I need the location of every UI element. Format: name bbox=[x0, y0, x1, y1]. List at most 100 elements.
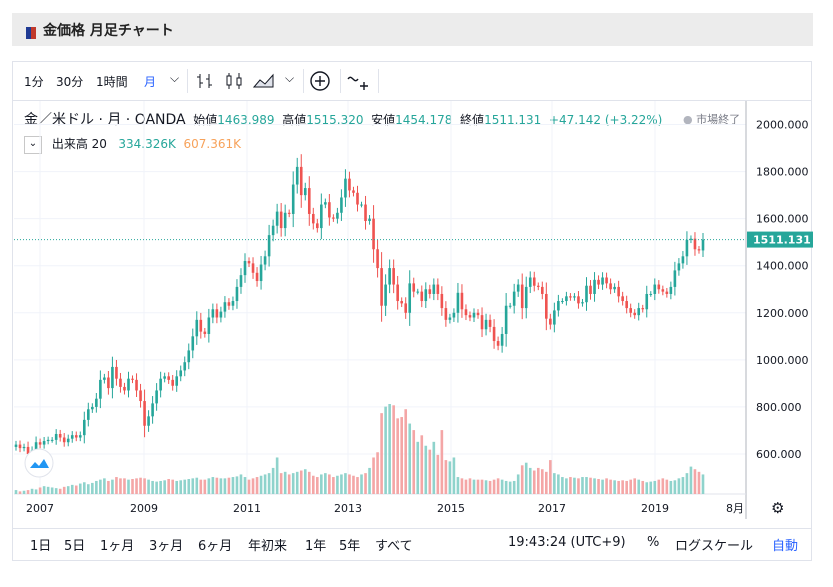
range-5y[interactable]: 5年 bbox=[339, 539, 361, 554]
volume-bar bbox=[50, 487, 54, 494]
market-status: ● 市場終了 bbox=[683, 113, 741, 126]
volume-ma-value: 607.361K bbox=[183, 137, 242, 151]
candle-body bbox=[356, 192, 359, 205]
range-1d[interactable]: 1日 bbox=[30, 539, 52, 554]
volume-bar bbox=[287, 474, 291, 494]
range-1m[interactable]: 1ヶ月 bbox=[100, 539, 135, 554]
range-6m[interactable]: 6ヶ月 bbox=[198, 539, 233, 554]
style-dropdown-icon[interactable]: ⌵ bbox=[285, 71, 295, 85]
volume-value: 334.326K bbox=[118, 137, 176, 151]
volume-bar bbox=[557, 474, 560, 494]
volume-bar bbox=[653, 480, 657, 494]
candle-body bbox=[95, 398, 98, 407]
volume-bar bbox=[540, 469, 544, 494]
candle-body bbox=[34, 442, 38, 451]
interval-dropdown-icon[interactable]: ⌵ bbox=[170, 71, 180, 85]
candle-style-icon[interactable] bbox=[224, 71, 244, 91]
candle-body bbox=[444, 308, 448, 320]
candle-body bbox=[400, 301, 403, 304]
range-ytd[interactable]: 年初来 bbox=[248, 539, 288, 554]
volume-bar bbox=[295, 471, 299, 494]
settings-gear-icon[interactable]: ⚙ bbox=[771, 499, 784, 517]
candle-body bbox=[649, 293, 653, 295]
candle-body bbox=[307, 188, 311, 214]
interval-30min[interactable]: 30分 bbox=[56, 75, 84, 89]
candle-body bbox=[528, 277, 532, 287]
volume-bar bbox=[271, 467, 275, 494]
percent-toggle[interactable]: % bbox=[647, 535, 660, 550]
volume-bar bbox=[372, 457, 375, 494]
chart-frame bbox=[12, 61, 812, 561]
volume-bar bbox=[34, 489, 38, 494]
candle-body bbox=[412, 283, 416, 292]
range-all[interactable]: すべて bbox=[375, 539, 413, 554]
volume-bar bbox=[316, 477, 319, 494]
close-label: 終値 bbox=[460, 113, 485, 127]
volume-bar bbox=[356, 477, 359, 494]
interval-1hour[interactable]: 1時間 bbox=[96, 75, 128, 89]
volume-bar bbox=[565, 478, 568, 494]
range-bar: 1日 5日 1ヶ月 3ヶ月 6ヶ月 年初来 1年 5年 すべて 19:43:24… bbox=[13, 528, 811, 561]
volume-bar bbox=[681, 477, 685, 494]
candle-body bbox=[641, 308, 645, 310]
y-tick-label: 800.000 bbox=[756, 401, 802, 414]
range-3m[interactable]: 3ヶ月 bbox=[149, 539, 184, 554]
candle-body bbox=[689, 238, 693, 240]
candle-body bbox=[119, 378, 122, 387]
volume-bar bbox=[561, 477, 564, 494]
volume-bar bbox=[211, 477, 215, 494]
volume-bar bbox=[336, 475, 339, 494]
candle-body bbox=[532, 277, 536, 286]
volume-bar bbox=[151, 480, 154, 494]
candle-body bbox=[211, 309, 215, 318]
candle-body bbox=[283, 212, 287, 229]
auto-scale-toggle[interactable]: 自動 bbox=[772, 539, 799, 554]
volume-bar bbox=[263, 474, 267, 494]
candle-body bbox=[661, 289, 665, 292]
candle-body bbox=[179, 370, 183, 377]
area-style-icon[interactable] bbox=[253, 71, 275, 91]
candle-body bbox=[685, 239, 689, 257]
candle-body bbox=[581, 302, 584, 304]
bar-style-icon[interactable] bbox=[196, 71, 216, 91]
interval-1min[interactable]: 1分 bbox=[24, 75, 44, 89]
volume-bar bbox=[641, 480, 645, 494]
candle-body bbox=[235, 286, 239, 302]
tradingview-logo-icon[interactable] bbox=[24, 448, 54, 478]
candle-body bbox=[26, 446, 30, 454]
volume-bar bbox=[376, 452, 379, 494]
volume-bar bbox=[589, 477, 592, 494]
toolbar-divider bbox=[303, 69, 304, 93]
candle-body bbox=[613, 286, 616, 290]
chart-toolbar: 1分 30分 1時間 月 ⌵ ⌵ bbox=[13, 62, 811, 101]
candle-body bbox=[625, 301, 628, 309]
candle-body bbox=[199, 319, 203, 332]
volume-bar bbox=[697, 471, 701, 494]
indicators-icon[interactable] bbox=[346, 70, 372, 92]
candle-body bbox=[271, 225, 275, 236]
interval-month[interactable]: 月 bbox=[144, 75, 157, 89]
volume-bar bbox=[127, 479, 130, 494]
volume-bar bbox=[191, 478, 195, 494]
compare-plus-icon[interactable] bbox=[309, 70, 331, 92]
range-5d[interactable]: 5日 bbox=[64, 539, 86, 554]
candle-body bbox=[516, 284, 520, 292]
candle-body bbox=[231, 301, 235, 306]
candle-body bbox=[536, 285, 540, 287]
candle-body bbox=[58, 433, 62, 438]
log-scale-toggle[interactable]: ログスケール bbox=[675, 539, 754, 554]
volume-bar bbox=[340, 474, 343, 494]
candle-body bbox=[107, 377, 110, 389]
candle-body bbox=[82, 419, 86, 436]
volume-bar bbox=[420, 435, 424, 494]
range-1y[interactable]: 1年 bbox=[305, 539, 327, 554]
volume-bar bbox=[637, 479, 641, 494]
candle-body bbox=[368, 218, 371, 222]
volume-bar bbox=[207, 478, 211, 494]
volume-bar bbox=[512, 480, 516, 494]
volume-bar bbox=[496, 478, 500, 494]
candle-body bbox=[151, 403, 154, 417]
collapse-chevron-icon[interactable]: ⌄ bbox=[24, 135, 42, 154]
candle-body bbox=[468, 315, 472, 318]
